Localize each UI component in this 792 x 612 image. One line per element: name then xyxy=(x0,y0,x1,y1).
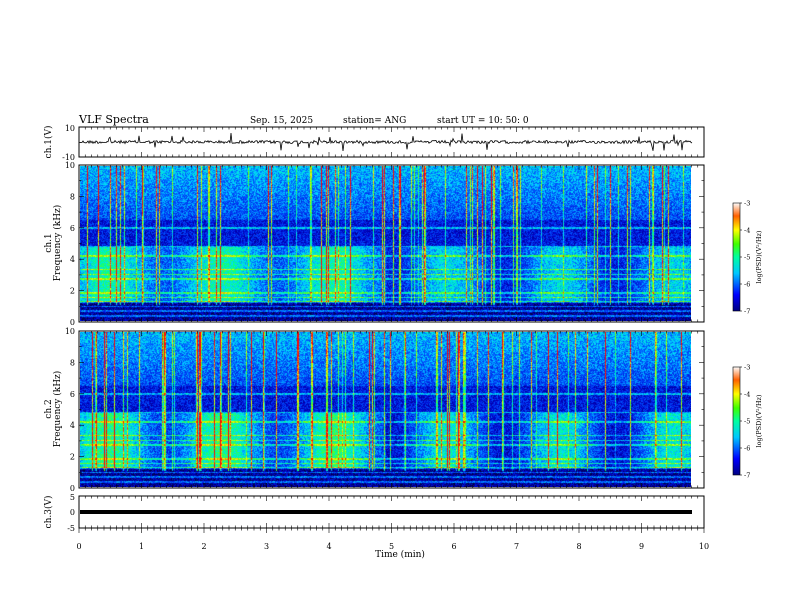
ch2-spectrogram-image xyxy=(80,332,691,487)
ch1-ytick-top: 10 xyxy=(65,124,75,133)
colorbar-tick-label: -5 xyxy=(744,254,750,262)
time-tick-label: 6 xyxy=(451,542,456,551)
time-axis-label: Time (min) xyxy=(375,549,425,560)
time-tick-label: 7 xyxy=(514,542,519,551)
ch2-spectrogram-ylabel-frequency: Frequency (kHz) xyxy=(52,371,63,448)
time-tick-label: 2 xyxy=(201,542,206,551)
ch1-frequency-ticklabels: 0 2 4 6 8 10 xyxy=(65,161,75,327)
time-tick-label: 5 xyxy=(389,542,394,551)
figure-title: VLF Spectra xyxy=(78,113,149,126)
ch1-waveform-ylabel: ch.1(V) xyxy=(43,126,54,159)
ch3-ytick-top: 5 xyxy=(70,493,75,502)
frequency-tick-label: 2 xyxy=(70,287,75,296)
frequency-tick-label: 4 xyxy=(70,421,75,430)
ch2-spectrogram-ticks xyxy=(78,330,705,489)
colorbar-tick-label: -6 xyxy=(744,281,750,289)
ch1-spectrogram-image xyxy=(80,166,691,321)
colorbar-tick-label: -4 xyxy=(744,391,750,399)
frequency-tick-label: 4 xyxy=(70,255,75,264)
ch1-colorbar xyxy=(732,202,741,312)
frequency-tick-label: 10 xyxy=(65,161,75,170)
frequency-tick-label: 8 xyxy=(70,192,75,201)
time-axis-ticklabels: 0 1 2 3 4 5 6 7 8 9 10 xyxy=(76,542,709,551)
frequency-tick-label: 10 xyxy=(65,327,75,336)
ch2-frequency-ticklabels: 0 2 4 6 8 10 xyxy=(65,327,75,493)
colorbar-tick-label: -3 xyxy=(744,200,750,208)
ch2-spectrogram-ylabel-channel: ch.2 xyxy=(44,399,54,418)
time-tick-label: 4 xyxy=(326,542,331,551)
frequency-tick-label: 6 xyxy=(70,224,75,233)
frequency-tick-label: 2 xyxy=(70,453,75,462)
ch2-spectrogram-image-wrap xyxy=(80,332,691,487)
ch2-colorbar-label: log(PSD)(V²/Hz) xyxy=(755,394,763,447)
ch1-colorbar-ticks: -3 -4 -5 -6 -7 xyxy=(740,200,750,316)
colorbar-tick-label: -7 xyxy=(744,308,750,316)
ch2-colorbar-ticks: -3 -4 -5 -6 -7 xyxy=(740,364,750,480)
date-label: Sep. 15, 2025 xyxy=(250,116,313,126)
ch1-waveform-ticks xyxy=(78,127,705,157)
ch1-colorbar-label: log(PSD)(V²/Hz) xyxy=(755,230,763,283)
ch3-ytick-bottom: -5 xyxy=(67,524,75,533)
ch1-waveform-line xyxy=(79,133,693,152)
colorbar-tick-label: -7 xyxy=(744,472,750,480)
frequency-tick-label: 0 xyxy=(70,318,75,327)
frequency-tick-label: 8 xyxy=(70,358,75,367)
station-label: station= ANG xyxy=(343,116,406,126)
time-tick-label: 10 xyxy=(699,542,709,551)
ch1-spectrogram-ticks xyxy=(78,164,705,323)
colorbar-tick-label: -3 xyxy=(744,364,750,372)
ch3-waveform-ylabel: ch.3(V) xyxy=(43,496,54,529)
frequency-tick-label: 0 xyxy=(70,484,75,493)
ch1-spectrogram-ylabel-frequency: Frequency (kHz) xyxy=(52,205,63,282)
ch3-waveform-panel: 5 0 -5 ch.3(V) xyxy=(43,493,705,533)
start-ut-label: start UT = 10: 50: 0 xyxy=(437,116,529,126)
colorbar-tick-label: -5 xyxy=(744,418,750,426)
ch1-ytick-bottom: -10 xyxy=(62,153,75,162)
time-tick-label: 3 xyxy=(264,542,269,551)
ch1-spectrogram-ylabel-channel: ch.1 xyxy=(44,233,54,252)
frequency-tick-label: 6 xyxy=(70,390,75,399)
ch2-colorbar xyxy=(732,366,741,476)
ch3-ytick-middle: 0 xyxy=(70,508,75,517)
ch1-waveform-panel: 10 -10 ch.1(V) xyxy=(43,124,705,162)
time-tick-label: 1 xyxy=(139,542,144,551)
time-tick-label: 0 xyxy=(76,542,81,551)
colorbar-tick-label: -6 xyxy=(744,445,750,453)
time-tick-label: 9 xyxy=(639,542,644,551)
time-tick-label: 8 xyxy=(576,542,581,551)
ch1-spectrogram-image-wrap xyxy=(80,166,691,321)
ch3-waveform-ticks xyxy=(78,496,705,533)
colorbar-tick-label: -4 xyxy=(744,227,750,235)
